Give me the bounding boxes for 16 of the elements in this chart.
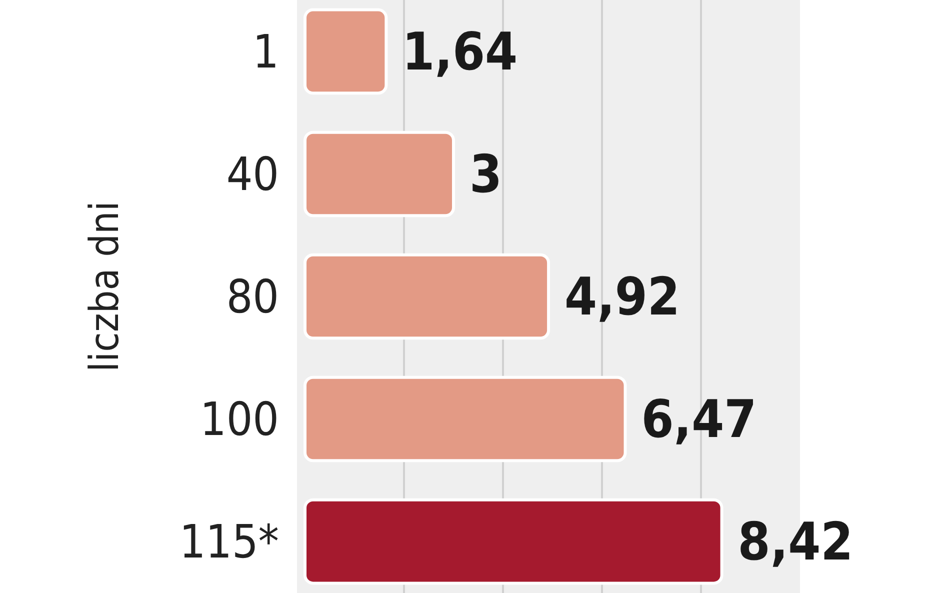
y-tick-label: 40 <box>226 147 279 202</box>
bar <box>304 253 550 340</box>
data-label: 8,42 <box>738 512 854 573</box>
y-tick-label: 1 <box>252 24 279 79</box>
bar <box>304 130 455 218</box>
y-axis-title: liczba dni <box>82 201 128 372</box>
data-label: 4,92 <box>564 268 680 328</box>
y-tick-label: 100 <box>200 392 279 446</box>
data-label: 6,47 <box>641 390 757 450</box>
data-label: 3 <box>470 145 502 206</box>
bar <box>304 498 724 585</box>
y-tick-label: 80 <box>226 270 279 324</box>
bar <box>304 8 388 95</box>
data-label: 1,64 <box>402 22 518 83</box>
bar <box>304 376 627 462</box>
y-tick-label: 115* <box>179 514 279 569</box>
